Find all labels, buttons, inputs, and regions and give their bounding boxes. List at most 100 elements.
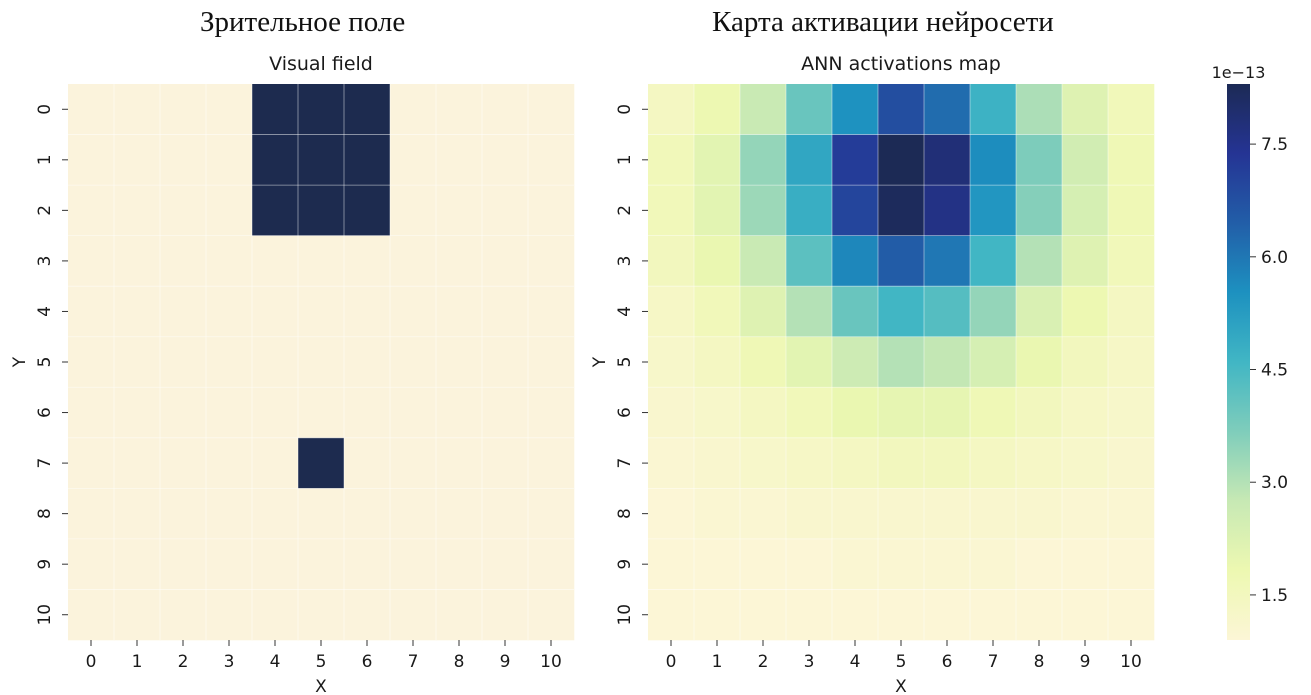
heatmap-cell	[970, 488, 1017, 540]
heatmap-cell	[298, 286, 345, 338]
heatmap-cell	[436, 488, 483, 540]
heatmap-cell	[114, 235, 161, 287]
heatmap-cell	[1062, 538, 1109, 590]
heatmap-cell	[694, 84, 741, 135]
x-tick-label: 9	[1080, 652, 1091, 672]
x-tick-label: 1	[132, 652, 143, 672]
heatmap-cell	[1108, 286, 1155, 338]
heatmap-cell	[648, 336, 695, 388]
heatmap-cell	[436, 437, 483, 489]
heatmap-cell	[970, 538, 1017, 590]
heatmap-cell	[832, 84, 879, 135]
heatmap-cell	[1108, 336, 1155, 388]
colorbar-tick-label: 6.0	[1261, 248, 1288, 268]
x-tick-label: 10	[540, 652, 562, 672]
heatmap-cell	[832, 235, 879, 287]
heatmap-cell	[206, 84, 253, 135]
heatmap-cell	[1108, 387, 1155, 439]
y-tick-label: 1	[35, 154, 55, 165]
heatmap-cell	[252, 589, 299, 641]
y-tick-label: 8	[615, 508, 635, 519]
heatmap-cell	[298, 538, 345, 590]
heatmap-cell	[390, 538, 437, 590]
x-tick-label: 0	[86, 652, 97, 672]
heatmap-cell	[832, 589, 879, 641]
heatmap-cell	[160, 336, 207, 388]
heatmap-cell	[390, 286, 437, 338]
heatmap-cell	[740, 84, 787, 135]
heatmap-cell	[740, 538, 787, 590]
heatmap-cell	[832, 286, 879, 338]
visual-field-heatmap: Visual field 0 1 2 3 4 5 6 7 8 9 10 X 0 1 2 3 4 5 6 7 8 9 10 Y	[10, 53, 575, 695]
y-tick-label: 1	[615, 154, 635, 165]
heatmap-cell	[528, 235, 575, 287]
x-tick-label: 5	[316, 652, 327, 672]
heatmap-cell	[924, 488, 971, 540]
heatmap-cell	[206, 488, 253, 540]
heatmap-cell	[648, 84, 695, 135]
heatmap-cell	[528, 488, 575, 540]
heatmap-cell	[482, 286, 529, 338]
heatmap-cell	[344, 488, 391, 540]
heatmap-cell	[1108, 185, 1155, 236]
y-tick-label: 7	[35, 458, 55, 469]
heatmap-cell	[68, 84, 115, 135]
heatmap-cell	[252, 84, 299, 135]
x-tick-label: 8	[454, 652, 465, 672]
heatmap-cell	[786, 387, 833, 439]
heatmap-cell	[648, 185, 695, 236]
heatmap-cell	[740, 235, 787, 287]
x-tick-label: 10	[1120, 652, 1142, 672]
x-tick-label: 4	[270, 652, 281, 672]
y-tick-label: 4	[615, 306, 635, 317]
heatmap-cell	[694, 235, 741, 287]
heatmap-cell	[252, 387, 299, 439]
y-tick-label: 6	[35, 407, 55, 418]
heatmap-cell	[970, 387, 1017, 439]
heatmap-cell	[68, 488, 115, 540]
heatmap-cell	[436, 286, 483, 338]
heatmap-cell	[344, 134, 391, 186]
heatmap-cell	[528, 336, 575, 388]
heatmap-cell	[206, 235, 253, 287]
heatmap-cell	[694, 589, 741, 641]
heatmap-cell	[740, 336, 787, 388]
heatmap-cell	[482, 185, 529, 236]
heatmap-cell	[298, 437, 345, 489]
heatmap-cell	[924, 437, 971, 489]
heatmap-cell	[482, 488, 529, 540]
y-tick-label: 8	[35, 508, 55, 519]
heatmap-cell	[1062, 235, 1109, 287]
heatmap-cell	[114, 437, 161, 489]
heatmap-cell	[114, 185, 161, 236]
heatmap-cell	[160, 185, 207, 236]
heatmap-cell	[160, 84, 207, 135]
heatmap-cell	[832, 185, 879, 236]
heatmap-cell	[924, 84, 971, 135]
heatmap-cell	[832, 437, 879, 489]
heatmap-cell	[436, 84, 483, 135]
heatmap-cell	[694, 336, 741, 388]
heatmap-cell	[648, 437, 695, 489]
heatmap-cell	[1062, 488, 1109, 540]
heatmap-cell	[1108, 235, 1155, 287]
heatmap-cell	[924, 538, 971, 590]
heatmap-cell	[740, 437, 787, 489]
x-tick-label: 9	[500, 652, 511, 672]
heatmap-cell	[970, 336, 1017, 388]
heatmap-cell	[786, 235, 833, 287]
heatmap-cell	[114, 387, 161, 439]
heatmap-cell	[390, 488, 437, 540]
heatmap-cell	[1062, 437, 1109, 489]
heatmap-cell	[160, 235, 207, 287]
heatmap-cell	[970, 589, 1017, 641]
heatmap-cell	[390, 589, 437, 641]
heatmap-cell	[694, 387, 741, 439]
heatmap-cell	[694, 488, 741, 540]
heatmap-cell	[482, 538, 529, 590]
heatmap-cell	[740, 488, 787, 540]
y-tick-label: 5	[35, 357, 55, 368]
heatmap-cell	[482, 336, 529, 388]
heatmap-cell	[528, 134, 575, 186]
